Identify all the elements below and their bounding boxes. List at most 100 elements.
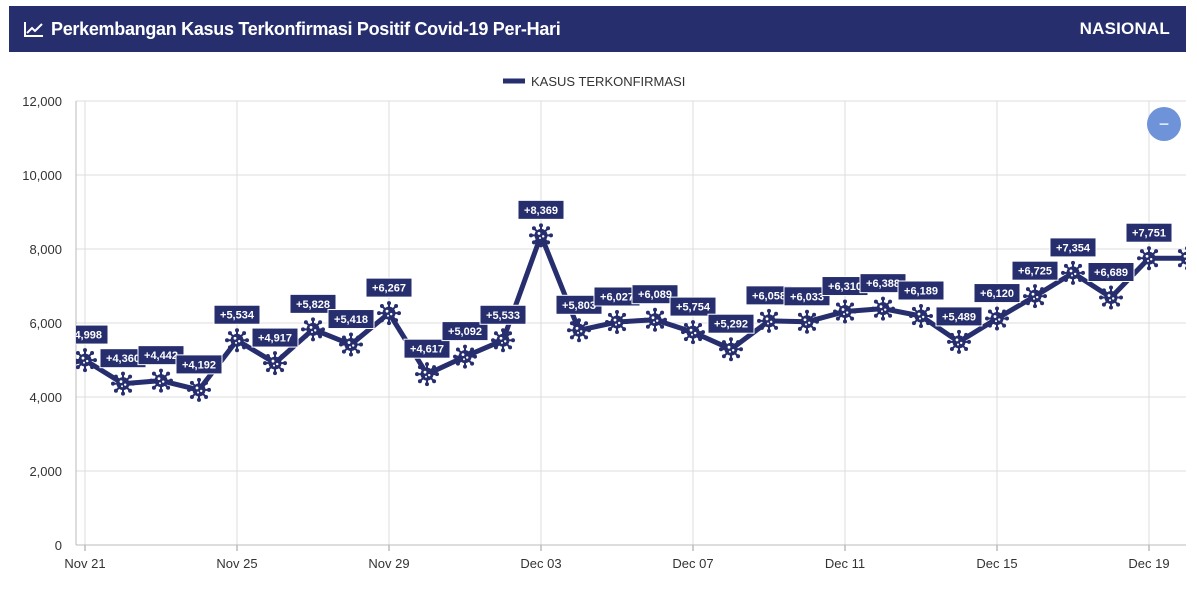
data-label: +7,354 — [1049, 237, 1097, 258]
data-point-virus-icon[interactable] — [985, 306, 1009, 331]
data-label: +4,617 — [403, 338, 451, 359]
legend: KASUS TERKONFIRMASI — [503, 74, 685, 89]
data-label: +6,267 — [365, 277, 413, 298]
data-label: +6,120 — [973, 283, 1021, 304]
data-label: +5,489 — [935, 306, 983, 327]
data-point-virus-icon[interactable] — [339, 332, 363, 357]
data-point-virus-icon[interactable] — [263, 351, 287, 376]
x-tick-label: Dec 15 — [976, 556, 1017, 571]
data-label-text: +7,751 — [1132, 228, 1166, 240]
data-label-text: +7,354 — [1056, 242, 1091, 254]
data-label-text: +6,725 — [1018, 266, 1052, 278]
data-label: +7,751 — [1125, 222, 1173, 243]
data-label: +5,828 — [289, 293, 337, 314]
chart-title: Perkembangan Kasus Terkonfirmasi Positif… — [51, 18, 561, 39]
data-label: +5,534 — [213, 304, 261, 325]
data-label-text: +5,092 — [448, 326, 482, 338]
data-label: +4,792 — [24, 333, 70, 352]
data-label-text: +6,033 — [790, 291, 824, 303]
data-label-text: +6,689 — [1094, 267, 1128, 279]
data-point-virus-icon[interactable] — [795, 309, 819, 334]
x-tick-label: Dec 03 — [520, 556, 561, 571]
data-label: +4,917 — [251, 327, 299, 348]
data-point-virus-icon[interactable] — [301, 317, 325, 342]
data-point-virus-icon[interactable] — [567, 318, 591, 343]
data-label: +4,998 — [68, 324, 109, 345]
data-point-virus-icon[interactable] — [225, 328, 249, 353]
data-point-virus-icon[interactable] — [111, 371, 135, 396]
data-label-text: +6,310 — [828, 281, 862, 293]
data-point-virus-icon[interactable] — [947, 329, 971, 354]
data-label: +6,033 — [783, 286, 831, 307]
data-label: +5,803 — [555, 294, 603, 315]
data-label-text: +4,917 — [258, 333, 292, 345]
x-tick-label: Dec 07 — [672, 556, 713, 571]
data-label: +5,418 — [327, 309, 375, 330]
data-point-virus-icon[interactable] — [73, 348, 97, 373]
y-tick-label: 10,000 — [22, 168, 62, 183]
data-label: +6,689 — [1087, 262, 1135, 283]
data-point-virus-icon[interactable] — [909, 304, 933, 329]
region-label: NASIONAL — [1079, 19, 1170, 38]
data-point-virus-icon[interactable] — [681, 320, 705, 345]
data-point-virus-icon[interactable] — [1175, 246, 1197, 270]
data-label: +5,754 — [669, 296, 717, 317]
x-tick-label: Nov 25 — [216, 556, 257, 571]
data-label-text: +6,089 — [638, 289, 672, 301]
data-label: +4,442 — [137, 345, 185, 366]
data-label: +6,058 — [745, 285, 793, 306]
data-label: +6,027 — [593, 286, 641, 307]
x-tick-label: Dec 11 — [825, 556, 865, 571]
y-tick-label: 12,000 — [22, 94, 62, 109]
data-point-virus-icon[interactable] — [415, 362, 439, 387]
data-label: +6,189 — [897, 280, 945, 301]
data-label-text: +5,533 — [486, 310, 520, 322]
x-tick-label: Nov 29 — [368, 556, 409, 571]
data-point-virus-icon[interactable] — [491, 328, 515, 353]
data-label: +5,092 — [441, 321, 489, 342]
y-tick-label: 2,000 — [29, 464, 62, 479]
data-label-text: +6,027 — [600, 292, 634, 304]
data-label-text: +4,792 — [30, 337, 64, 349]
data-label: +8,369 — [517, 199, 565, 220]
data-label-text: +4,192 — [182, 359, 216, 371]
data-label-text: +5,418 — [334, 314, 368, 326]
data-point-virus-icon[interactable] — [757, 308, 781, 333]
data-point-virus-icon[interactable] — [187, 377, 211, 402]
data-point-virus-icon[interactable] — [1023, 284, 1047, 309]
data-label-text: +4,442 — [144, 350, 178, 362]
data-label-text: +5,803 — [562, 300, 596, 312]
data-label: +6,310 — [821, 276, 869, 297]
y-tick-label: 0 — [55, 538, 62, 553]
data-point-virus-icon[interactable] — [605, 310, 629, 335]
data-point-virus-icon[interactable] — [1061, 260, 1085, 285]
data-point-virus-icon[interactable] — [643, 307, 667, 332]
data-label-text: +6,189 — [904, 286, 938, 298]
data-point-virus-icon[interactable] — [529, 223, 553, 248]
data-point-virus-icon[interactable] — [35, 356, 59, 380]
data-label: +5,292 — [707, 313, 755, 334]
zoom-out-button[interactable]: − — [1147, 107, 1181, 141]
data-label-text: +4,998 — [68, 330, 102, 342]
data-label: +6,089 — [631, 284, 679, 305]
data-point-virus-icon[interactable] — [871, 296, 895, 321]
x-tick-label: Dec 19 — [1128, 556, 1169, 571]
data-point-virus-icon[interactable] — [1137, 246, 1161, 271]
data-point-virus-icon[interactable] — [833, 299, 857, 324]
data-label: +4,192 — [175, 354, 223, 375]
data-label-text: +6,120 — [980, 288, 1014, 300]
data-label-text: +6,058 — [752, 290, 786, 302]
data-label-text: +5,534 — [220, 310, 255, 322]
x-tick-label: Nov 21 — [64, 556, 105, 571]
data-point-virus-icon[interactable] — [719, 337, 743, 362]
y-tick-label: 6,000 — [29, 316, 62, 331]
data-label: +5,533 — [479, 304, 527, 325]
data-label: +6,725 — [1011, 260, 1059, 281]
plot-area: +4,792 +4,998 +4,360 +4,442 +4,192 +5,534+4,9… — [24, 199, 1197, 402]
data-label-text: +5,828 — [296, 299, 330, 311]
data-point-virus-icon[interactable] — [149, 368, 173, 393]
data-point-virus-icon[interactable] — [377, 301, 401, 326]
data-point-virus-icon[interactable] — [453, 344, 477, 369]
data-point-virus-icon[interactable] — [1099, 285, 1123, 310]
